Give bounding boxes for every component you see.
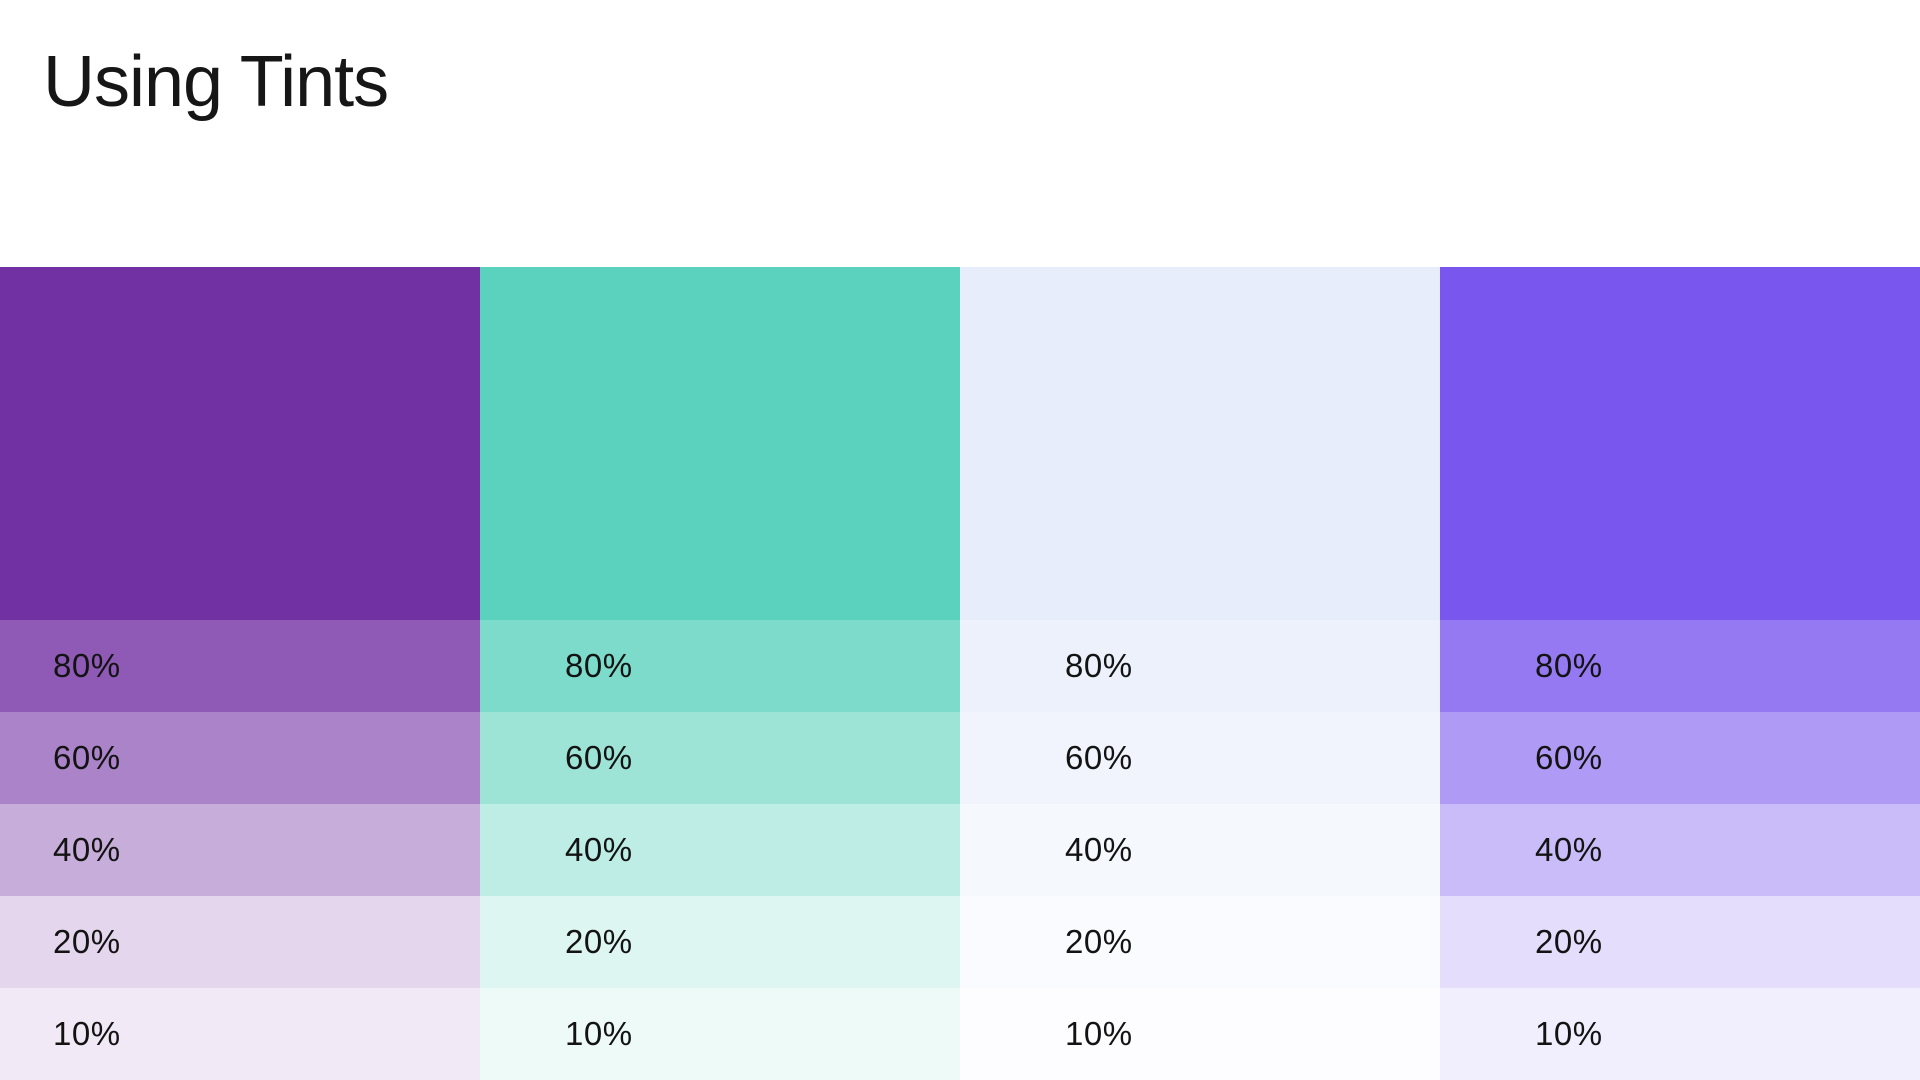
page-title: Using Tints [43,42,389,122]
tint-label: 10% [53,1015,121,1052]
tint-label: 20% [565,923,633,960]
tint-swatch-lavender-20: 20% [960,896,1440,988]
tint-label: 20% [53,923,121,960]
tint-swatch-teal-80: 80% [480,620,960,712]
tint-label: 40% [1535,831,1603,868]
tint-label: 20% [1065,923,1133,960]
tint-swatch-teal-40: 40% [480,804,960,896]
tint-label: 10% [565,1015,633,1052]
tint-label: 60% [1065,739,1133,776]
base-swatch-lavender [960,267,1440,620]
tint-label: 80% [1065,647,1133,684]
tint-swatch-lavender-80: 80% [960,620,1440,712]
tint-label: 60% [53,739,121,776]
base-swatch-violet [1440,267,1920,620]
tint-column-violet: 80% 60% 40% 20% 10% [1440,267,1920,1080]
tint-swatch-purple-60: 60% [0,712,480,804]
tint-label: 40% [1065,831,1133,868]
tint-grid: 80% 60% 40% 20% 10% 80% 60% 40% 20% 10% [0,267,1920,1080]
tint-swatch-violet-80: 80% [1440,620,1920,712]
tint-swatch-teal-20: 20% [480,896,960,988]
tint-label: 20% [1535,923,1603,960]
tint-swatch-violet-20: 20% [1440,896,1920,988]
base-swatch-purple [0,267,480,620]
tint-swatch-lavender-10: 10% [960,988,1440,1080]
tint-column-purple: 80% 60% 40% 20% 10% [0,267,480,1080]
tint-label: 80% [565,647,633,684]
tint-label: 80% [1535,647,1603,684]
tint-swatch-purple-10: 10% [0,988,480,1080]
tint-column-lavender: 80% 60% 40% 20% 10% [960,267,1440,1080]
base-swatch-teal [480,267,960,620]
tint-swatch-teal-60: 60% [480,712,960,804]
tint-label: 40% [565,831,633,868]
tint-swatch-lavender-40: 40% [960,804,1440,896]
tint-swatch-purple-40: 40% [0,804,480,896]
tint-label: 40% [53,831,121,868]
tint-swatch-violet-40: 40% [1440,804,1920,896]
page-header: Using Tints [0,0,1920,267]
tint-label: 60% [565,739,633,776]
tint-column-teal: 80% 60% 40% 20% 10% [480,267,960,1080]
tint-swatch-purple-20: 20% [0,896,480,988]
tint-swatch-violet-60: 60% [1440,712,1920,804]
tint-swatch-purple-80: 80% [0,620,480,712]
tint-label: 80% [53,647,121,684]
tint-swatch-violet-10: 10% [1440,988,1920,1080]
tint-swatch-teal-10: 10% [480,988,960,1080]
tint-label: 60% [1535,739,1603,776]
tint-label: 10% [1065,1015,1133,1052]
tint-label: 10% [1535,1015,1603,1052]
tint-swatch-lavender-60: 60% [960,712,1440,804]
